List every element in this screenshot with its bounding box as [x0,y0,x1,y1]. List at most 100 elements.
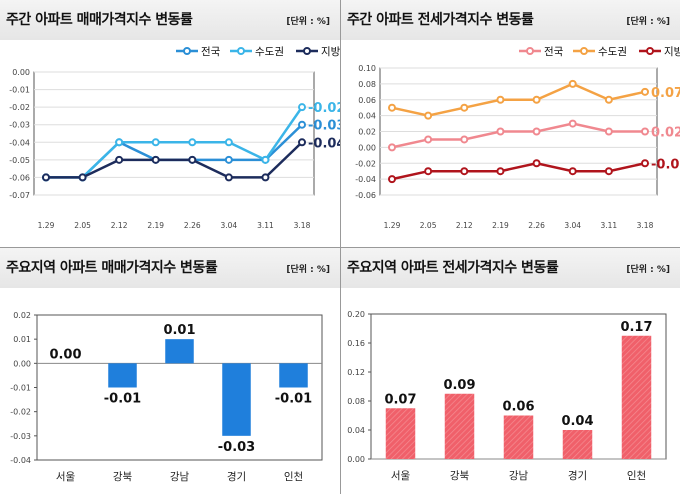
y-tick-label: -0.03 [10,432,31,441]
legend-label: 지방 [321,46,340,58]
x-category-label: 서울 [56,471,76,483]
legend-label: 전국 [201,46,221,58]
data-point [188,155,197,164]
data-point [115,155,124,164]
legend-label: 수도권 [255,46,284,58]
data-point [261,155,270,164]
data-point [460,103,469,112]
bar-value-label: -0.01 [275,392,312,407]
data-point [532,159,541,168]
x-tick-label: 2.05 [420,221,437,230]
bar-value-label: 0.06 [502,400,534,415]
panel-region-jeonse: 주요지역 아파트 전세가격지수 변동률 [단위 : %] 0.20 0.16 0.1… [341,248,680,494]
legend-label: 수도권 [598,46,627,58]
data-point [641,127,649,136]
panel-title-bar: 주간 아파트 매매가격지수 변동률 [단위 : %] [0,0,340,40]
bar-강남 [503,415,534,459]
bar-value-label: 0.07 [384,392,416,407]
x-tick-label: 2.26 [184,221,201,230]
x-tick-label: 3.04 [564,221,581,230]
y-tick-label: 0.06 [358,96,376,105]
data-point [151,155,160,164]
bar-강북 [444,393,475,459]
data-point [568,79,577,88]
x-tick-label: 2.12 [456,221,473,230]
x-category-label: 서울 [391,470,411,482]
data-point [261,173,270,182]
bar-서울 [385,408,416,459]
x-tick-label: 3.18 [294,221,311,230]
x-category-label: 경기 [227,470,246,483]
data-point [115,138,124,147]
x-category-label: 강북 [450,470,470,482]
panel-title-bar: 주간 아파트 전세가격지수 변동률 [단위 : %] [341,0,680,40]
y-tick-label: 0.02 [13,311,31,320]
chart-weekly-jeonse: 0.10 0.08 0.06 0.04 0.02 0.00 -0.02 -0.04 -0.06 1… [355,46,680,230]
data-point [298,120,306,129]
panel-title: 주요지역 아파트 매매가격지수 변동률 [6,260,218,276]
data-point [532,95,541,104]
chart-region-jeonse: 0.20 0.16 0.12 0.08 0.04 0.00 0.07 서울 0.09 강북 0.06… [347,310,667,482]
legend-label: 지방 [664,46,680,58]
data-point [298,138,306,147]
bar-value-label: 0.01 [163,323,195,338]
y-tick-label: -0.06 [355,191,376,200]
bar-value-label: -0.03 [218,440,255,455]
y-tick-label: -0.03 [9,121,30,130]
bar-value-label: 0.04 [561,414,593,429]
end-value-label: 0.02 [651,126,680,141]
data-point [424,135,433,144]
x-category-label: 경기 [568,469,587,482]
unit-label: [단위 : %] [626,265,670,275]
data-point [460,167,469,176]
x-tick-label: 3.11 [257,221,274,230]
data-point [641,87,649,96]
bar-인천 [279,363,308,388]
x-category-label: 강남 [170,471,190,483]
x-category-label: 강북 [113,471,133,483]
panel-title: 주간 아파트 매매가격지수 변동률 [6,12,193,28]
data-point [298,103,306,112]
series-line-2 [46,141,303,179]
x-category-label: 인천 [284,471,303,483]
y-tick-label: -0.01 [10,384,31,393]
bar-경기 [222,363,251,436]
y-tick-label: 0.00 [13,359,31,368]
x-category-label: 강남 [509,470,529,482]
panel-region-sale: 주요지역 아파트 매매가격지수 변동률 [단위 : %] 0.02 0.01 0.0… [0,248,340,494]
y-tick-label: 0.01 [13,335,31,344]
bar-강남 [165,339,194,364]
legend-marker [646,47,654,55]
y-tick-label: 0.04 [347,426,365,435]
panel-title: 주요지역 아파트 전세가격지수 변동률 [347,260,559,276]
unit-label: [단위 : %] [286,265,330,275]
data-point [188,138,197,147]
data-point [604,167,613,176]
bar-강북 [108,363,137,388]
x-tick-label: 2.19 [492,221,509,230]
bar-경기 [562,430,593,459]
x-tick-label: 1.29 [384,221,401,230]
y-tick-label: 0.00 [358,143,376,152]
data-point [604,127,613,136]
end-value-label: 0.07 [651,86,680,101]
y-tick-label: -0.02 [9,103,30,112]
y-tick-label: 0.04 [358,112,376,121]
legend-marker [183,47,191,55]
legend-marker [526,47,534,55]
panel-weekly-jeonse: 주간 아파트 전세가격지수 변동률 [단위 : %] 0.10 0.08 0.06 0… [341,0,680,247]
x-tick-label: 2.26 [528,221,545,230]
bar-value-label: 0.00 [49,347,81,362]
legend-marker [237,47,245,55]
unit-label: [단위 : %] [626,17,670,27]
end-value-label: -0.02 [651,157,680,172]
data-point [460,135,469,144]
y-tick-label: 0.12 [347,368,365,377]
data-point [388,175,396,184]
data-point [568,167,577,176]
y-tick-label: 0.08 [347,397,365,406]
data-point [78,173,87,182]
end-value-label: -0.02 [308,101,340,116]
data-point [224,155,233,164]
y-tick-label: -0.01 [9,86,30,95]
